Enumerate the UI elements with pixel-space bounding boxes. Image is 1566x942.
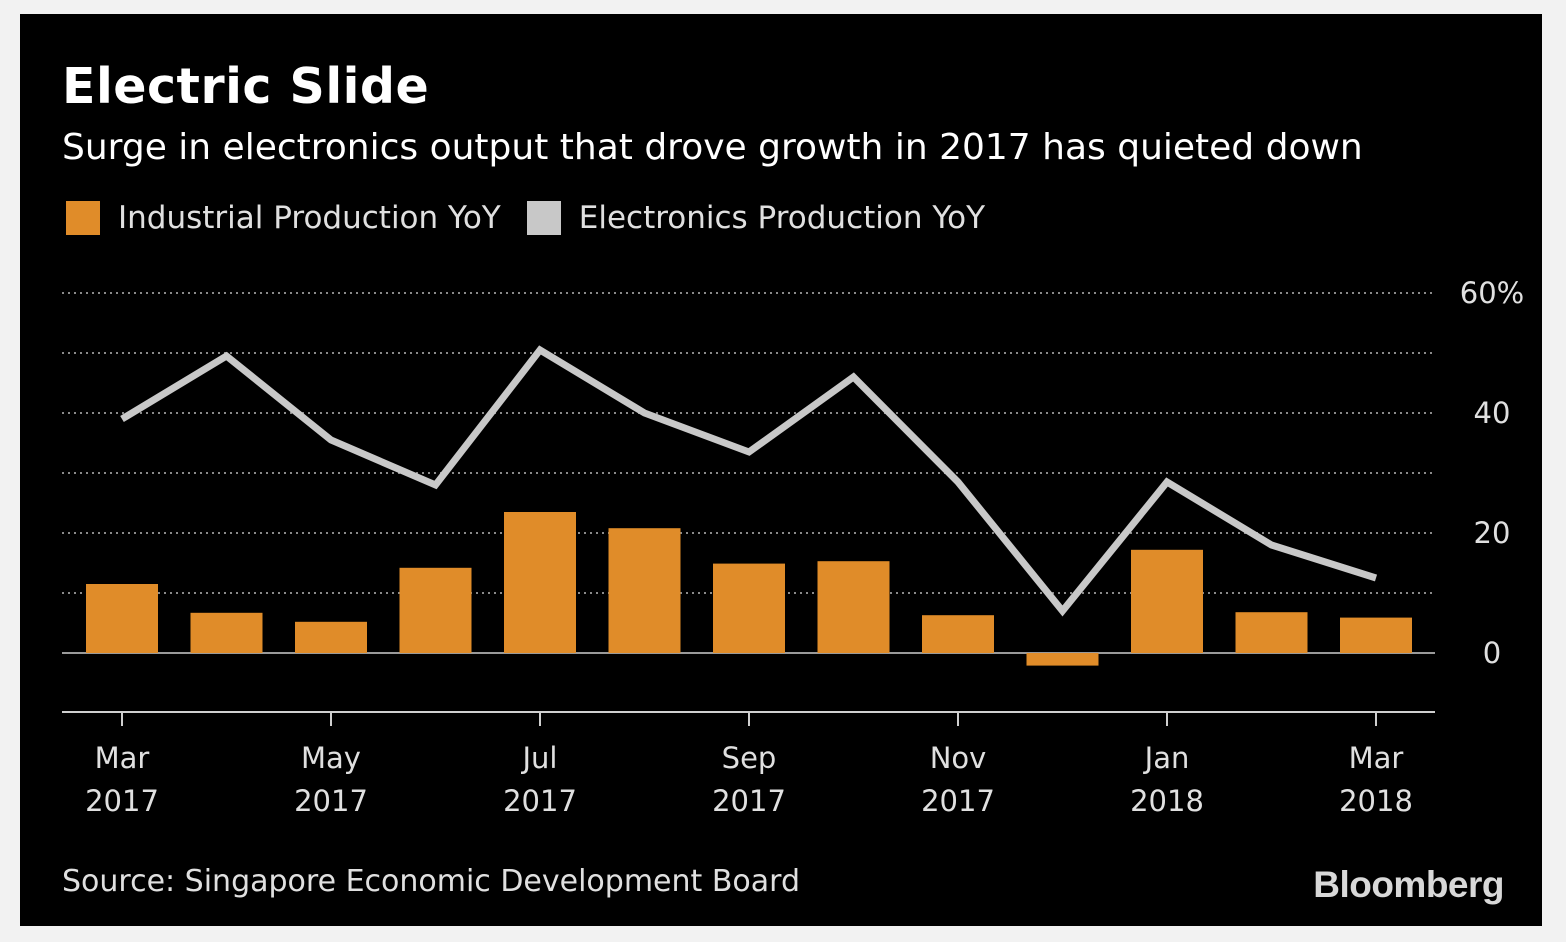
bar-industrial [1340, 617, 1412, 653]
legend: Industrial Production YoY Electronics Pr… [66, 200, 1011, 236]
chart-title: Electric Slide [62, 58, 430, 115]
legend-swatch-electronics [526, 201, 561, 235]
x-tick-label-month: May [301, 741, 361, 775]
bar-industrial [1026, 653, 1099, 666]
bar-industrial [1131, 549, 1203, 653]
bar-layer [86, 512, 1412, 666]
x-tick-label-month: Jul [521, 741, 558, 775]
y-tick-label: 60% [1460, 276, 1524, 310]
label-layer: Mar 2017 May 2017 Jul 2017 Sep 2017 Nov 2017 Jan 20… [85, 276, 1524, 818]
chart-card: Electric Slide Surge in electronics outp… [20, 14, 1542, 926]
legend-item-industrial: Industrial Production YoY [66, 200, 501, 236]
x-tick-label-year: 2018 [1130, 784, 1204, 818]
x-tick-label-year: 2017 [921, 784, 995, 818]
source-note: Source: Singapore Economic Development B… [62, 864, 800, 899]
chart-plot: Mar 2017 May 2017 Jul 2017 Sep 2017 Nov 2017 Jan 20… [62, 276, 1524, 818]
legend-label-industrial: Industrial Production YoY [118, 200, 501, 236]
line-layer [120, 345, 1378, 617]
bar-industrial [1235, 612, 1308, 653]
x-tick-label-month: Sep [722, 741, 777, 775]
bar-industrial [86, 584, 158, 653]
axis-layer [62, 711, 1435, 726]
x-tick-label-month: Mar [1349, 741, 1404, 775]
y-tick-label: 20 [1474, 516, 1511, 550]
chart-subtitle: Surge in electronics output that drove g… [62, 127, 1363, 168]
x-tick-label-year: 2017 [503, 784, 577, 818]
x-tick-label-year: 2017 [712, 784, 786, 818]
bar-industrial [608, 528, 681, 653]
legend-item-electronics: Electronics Production YoY [526, 200, 986, 236]
bar-industrial [922, 615, 994, 653]
y-tick-label: 40 [1474, 396, 1511, 430]
bar-industrial [504, 512, 576, 653]
x-tick-label-year: 2017 [85, 784, 159, 818]
bar-industrial [399, 567, 472, 653]
legend-swatch-industrial [66, 201, 100, 235]
x-tick-label-month: Mar [95, 741, 150, 775]
x-tick-label-year: 2018 [1339, 784, 1413, 818]
x-tick-label-year: 2017 [294, 784, 368, 818]
bar-industrial [190, 612, 263, 653]
legend-label-electronics: Electronics Production YoY [578, 200, 986, 236]
x-tick-label-month: Nov [930, 741, 987, 775]
bloomberg-logo: Bloomberg [1313, 864, 1504, 905]
bar-industrial [713, 563, 785, 653]
line-electronics [120, 345, 1378, 617]
y-tick-label: 0 [1483, 636, 1501, 670]
bar-industrial [295, 621, 367, 653]
x-tick-label-month: Jan [1143, 741, 1190, 775]
bar-industrial [817, 561, 890, 653]
